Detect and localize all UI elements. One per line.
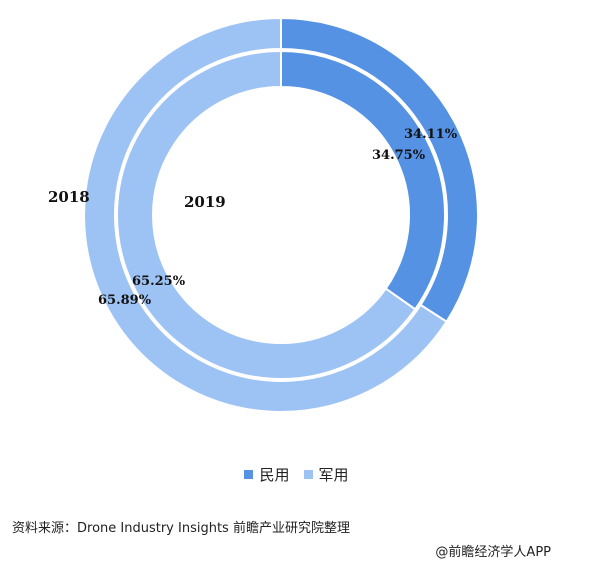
legend-label-civil: 民用 — [259, 465, 290, 484]
data-label-2018-civil: 34.11% — [404, 127, 458, 142]
legend-item-civil: 民用 — [244, 464, 290, 485]
ring-label-2018: 2018 — [48, 188, 90, 206]
legend-label-military: 军用 — [318, 465, 349, 484]
ring-2019-segment-military — [116, 49, 417, 380]
credit-note: @前瞻经济学人APP — [435, 545, 551, 560]
doughnut-chart: 2018 2019 34.11% 34.75% 65.25% 65.89% — [48, 16, 479, 413]
legend-swatch-military — [303, 469, 313, 479]
source-note: 资料来源：Drone Industry Insights 前瞻产业研究院整理 — [12, 521, 350, 536]
ring-label-2019: 2019 — [184, 193, 226, 211]
data-label-2018-military: 65.89% — [98, 293, 152, 308]
chart-canvas: 2018 2019 34.11% 34.75% 65.25% 65.89% — [48, 16, 479, 413]
legend-swatch-civil — [244, 469, 254, 479]
data-label-2019-military: 65.25% — [132, 274, 186, 289]
legend-item-military: 军用 — [303, 464, 349, 485]
data-label-2019-civil: 34.75% — [372, 148, 426, 163]
ring-2018-segment-military — [83, 16, 448, 413]
legend: 民用 军用 — [0, 462, 593, 486]
